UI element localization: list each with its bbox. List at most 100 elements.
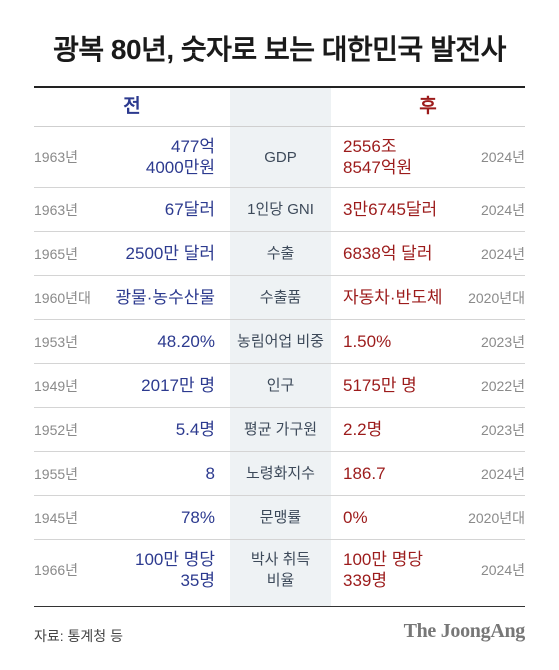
value-before: 67달러 [98, 188, 215, 231]
value-before-line: 2017만 명 [141, 376, 215, 395]
year-before: 1945년 [34, 509, 79, 526]
table-row: 1949년 2017만 명 인구 5175만 명 2022년 [34, 364, 525, 408]
header-before: 전 [123, 96, 141, 117]
value-after: 2556조 8547억원 [343, 127, 468, 187]
year-after: 2024년 [480, 149, 525, 165]
item-label-line: 평균 가구원 [243, 421, 318, 438]
value-after-line: 2.2명 [343, 420, 383, 439]
value-after: 1.50% [343, 320, 468, 363]
source-note: 자료: 통계청 등 [34, 628, 123, 644]
value-after-line: 1.50% [343, 332, 392, 351]
value-before-line: 100만 명당 [134, 550, 215, 569]
value-after: 0% [343, 496, 468, 539]
value-after-line: 100만 명당 [343, 550, 424, 569]
year-after: 2024년 [480, 245, 525, 262]
year-after: 2022년 [480, 377, 525, 394]
bottom-divider [34, 606, 525, 607]
value-before-line: 35명 [180, 571, 215, 590]
value-after-line: 5175만 명 [343, 376, 417, 395]
value-after-line: 0% [343, 508, 368, 527]
value-before-line: 광물·농수산물 [115, 288, 215, 307]
value-before: 광물·농수산물 [98, 276, 215, 319]
value-before-line: 4000만원 [145, 158, 215, 177]
item-column-background [230, 88, 331, 606]
value-before: 78% [98, 496, 215, 539]
year-after: 2024년 [480, 465, 525, 482]
item-label-line: 수출품 [259, 289, 302, 306]
year-after: 2023년 [480, 421, 525, 438]
year-after: 2020년대 [468, 289, 525, 306]
value-before-line: 477억 [170, 137, 215, 156]
value-before-line: 5.4명 [175, 420, 215, 439]
value-before: 100만 명당 35명 [98, 540, 215, 600]
value-after: 100만 명당 339명 [343, 540, 468, 600]
item-label: GDP [230, 127, 331, 187]
table-row: 1960년대 광물·농수산물 수출품 자동차·반도체 2020년대 [34, 276, 525, 320]
year-before: 1965년 [34, 245, 79, 262]
table-row: 1963년 477억 4000만원 GDP 2556조 8547억원 2024년 [34, 127, 525, 188]
table-row: 1945년 78% 문맹률 0% 2020년대 [34, 496, 525, 540]
year-after: 2023년 [480, 333, 525, 350]
value-after: 6838억 달러 [343, 232, 468, 275]
comparison-table: 1963년 477억 4000만원 GDP 2556조 8547억원 2024년 1963년 6… [34, 127, 525, 600]
item-label-line: 박사 취득 [250, 551, 311, 568]
value-after-line: 2556조 [343, 137, 397, 156]
top-divider [34, 86, 525, 88]
year-after: 2024년 [480, 201, 525, 218]
item-label-line: GDP [264, 148, 297, 166]
item-label: 수출 [230, 232, 331, 275]
item-label: 1인당 GNI [230, 188, 331, 231]
value-before-line: 67달러 [164, 200, 215, 219]
year-before: 1952년 [34, 421, 79, 438]
value-before-line: 8 [205, 464, 215, 483]
item-label-line: 문맹률 [259, 509, 302, 526]
value-before: 8 [98, 452, 215, 495]
year-after: 2020년대 [468, 509, 525, 526]
page-title: 광복 80년, 숫자로 보는 대한민국 발전사 [53, 34, 506, 65]
value-after-line: 6838억 달러 [343, 244, 433, 263]
year-before: 1955년 [34, 465, 79, 482]
table-header: 전 후 [34, 88, 525, 127]
item-label-line: 노령화지수 [245, 465, 315, 482]
value-before-line: 78% [180, 508, 215, 527]
value-after: 5175만 명 [343, 364, 468, 407]
item-label-line: 비율 [266, 572, 295, 589]
item-label: 평균 가구원 [230, 408, 331, 451]
item-label: 농림어업 비중 [230, 320, 331, 363]
value-before: 48.20% [98, 320, 215, 363]
item-label: 노령화지수 [230, 452, 331, 495]
value-before: 5.4명 [98, 408, 215, 451]
item-label-line: 농림어업 비중 [237, 333, 324, 350]
table-row: 1965년 2500만 달러 수출 6838억 달러 2024년 [34, 232, 525, 276]
value-after-line: 3만6745달러 [343, 200, 438, 219]
value-after: 186.7 [343, 452, 468, 495]
value-before-line: 48.20% [157, 332, 215, 351]
item-label-line: 1인당 GNI [247, 201, 314, 218]
value-before: 2017만 명 [98, 364, 215, 407]
item-label: 수출품 [230, 276, 331, 319]
publisher-logo: The JoongAng [403, 620, 526, 642]
year-before: 1963년 [34, 149, 79, 165]
value-after-line: 8547억원 [343, 158, 413, 177]
value-after-line: 186.7 [343, 464, 386, 483]
table-row: 1966년 100만 명당 35명 박사 취득 비율 100만 명당 339명 2024년 [34, 540, 525, 600]
year-before: 1963년 [34, 201, 79, 218]
year-before: 1949년 [34, 377, 79, 394]
value-after: 3만6745달러 [343, 188, 468, 231]
value-before: 477억 4000만원 [98, 127, 215, 187]
header-after: 후 [419, 96, 437, 117]
item-label-line: 인구 [266, 377, 295, 394]
year-before: 1953년 [34, 333, 79, 350]
value-after-line: 자동차·반도체 [343, 288, 443, 307]
item-label: 인구 [230, 364, 331, 407]
year-after: 2024년 [480, 562, 525, 578]
value-before: 2500만 달러 [98, 232, 215, 275]
value-before-line: 2500만 달러 [125, 244, 215, 263]
table-row: 1953년 48.20% 농림어업 비중 1.50% 2023년 [34, 320, 525, 364]
table-row: 1955년 8 노령화지수 186.7 2024년 [34, 452, 525, 496]
item-label-line: 수출 [266, 245, 295, 262]
year-before: 1960년대 [34, 289, 91, 306]
table-row: 1963년 67달러 1인당 GNI 3만6745달러 2024년 [34, 188, 525, 232]
year-before: 1966년 [34, 562, 79, 578]
